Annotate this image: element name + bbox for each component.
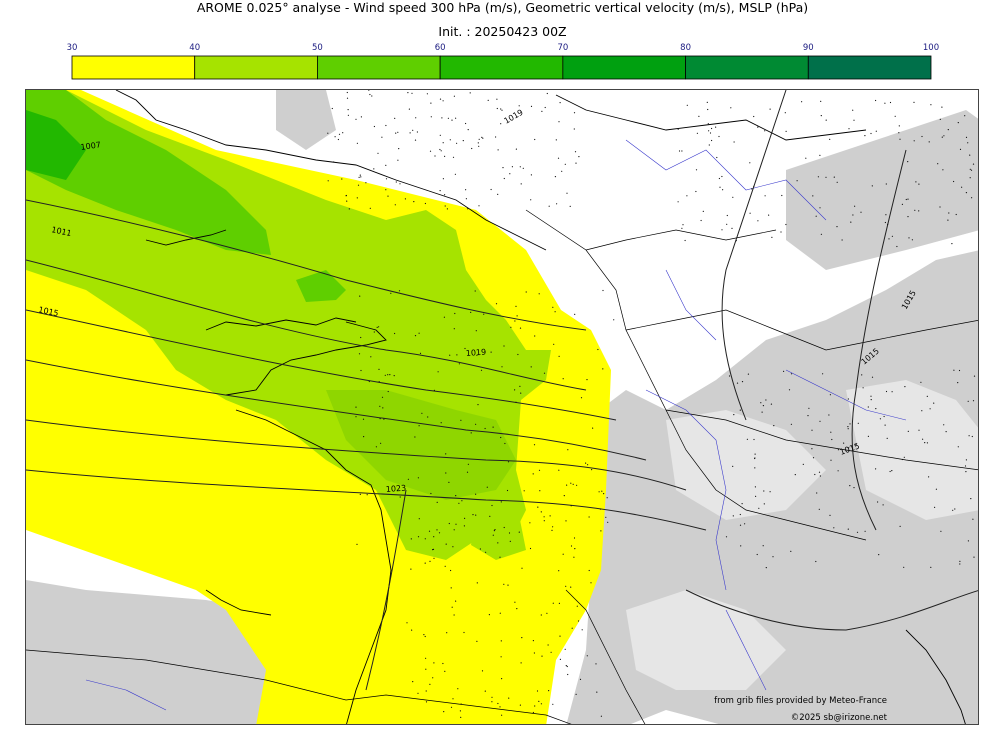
isobar-label: 1019 xyxy=(466,348,487,358)
colorbar: 30 40 50 60 70 80 90 100 xyxy=(67,43,939,80)
colorbar-segment xyxy=(194,55,318,80)
init-time: Init. : 20250423 00Z xyxy=(438,24,567,39)
colorbar-tick-label: 30 xyxy=(67,43,78,53)
isobar-label: 1007 xyxy=(80,140,101,152)
map: 1007 1011 1015 1019 1019 1023 1015 1015 … xyxy=(26,90,978,724)
colorbar-tick-label: 100 xyxy=(923,43,939,53)
isobar-label: 1015 xyxy=(38,305,60,318)
isobars xyxy=(26,90,978,691)
coastlines xyxy=(115,90,966,724)
colorbar-tick-label: 40 xyxy=(189,43,200,53)
colorbar-segment xyxy=(562,55,686,80)
colorbar-segment xyxy=(685,55,809,80)
colorbar-segment xyxy=(439,55,564,80)
isobar-label: 1019 xyxy=(503,108,525,126)
colorbar-tick-label: 90 xyxy=(803,43,814,53)
colorbar-tick-label: 50 xyxy=(312,43,323,53)
isobar-label: 1023 xyxy=(386,484,407,494)
source-credit: from grib files provided by Meteo-France xyxy=(714,696,887,706)
isobar-label: 1011 xyxy=(51,225,73,238)
map-panel: 1007 1011 1015 1019 1019 1023 1015 1015 … xyxy=(25,89,979,725)
borders xyxy=(26,209,978,724)
colorbar-segment xyxy=(71,55,196,80)
lowland-shading xyxy=(626,380,978,690)
colorbar-segment xyxy=(807,55,932,80)
copyright-credit: ©2025 sb@irizone.net xyxy=(790,713,887,723)
chart-title: AROME 0.025° analyse - Wind speed 300 hP… xyxy=(196,0,809,15)
colorbar-segment xyxy=(317,55,441,80)
colorbar-tick-label: 80 xyxy=(680,43,691,53)
colorbar-tick-label: 70 xyxy=(557,43,568,53)
rivers xyxy=(85,139,907,711)
vertical-velocity-dots xyxy=(327,90,976,719)
wind-speed-shading xyxy=(26,90,611,724)
colorbar-tick-label: 60 xyxy=(435,43,446,53)
